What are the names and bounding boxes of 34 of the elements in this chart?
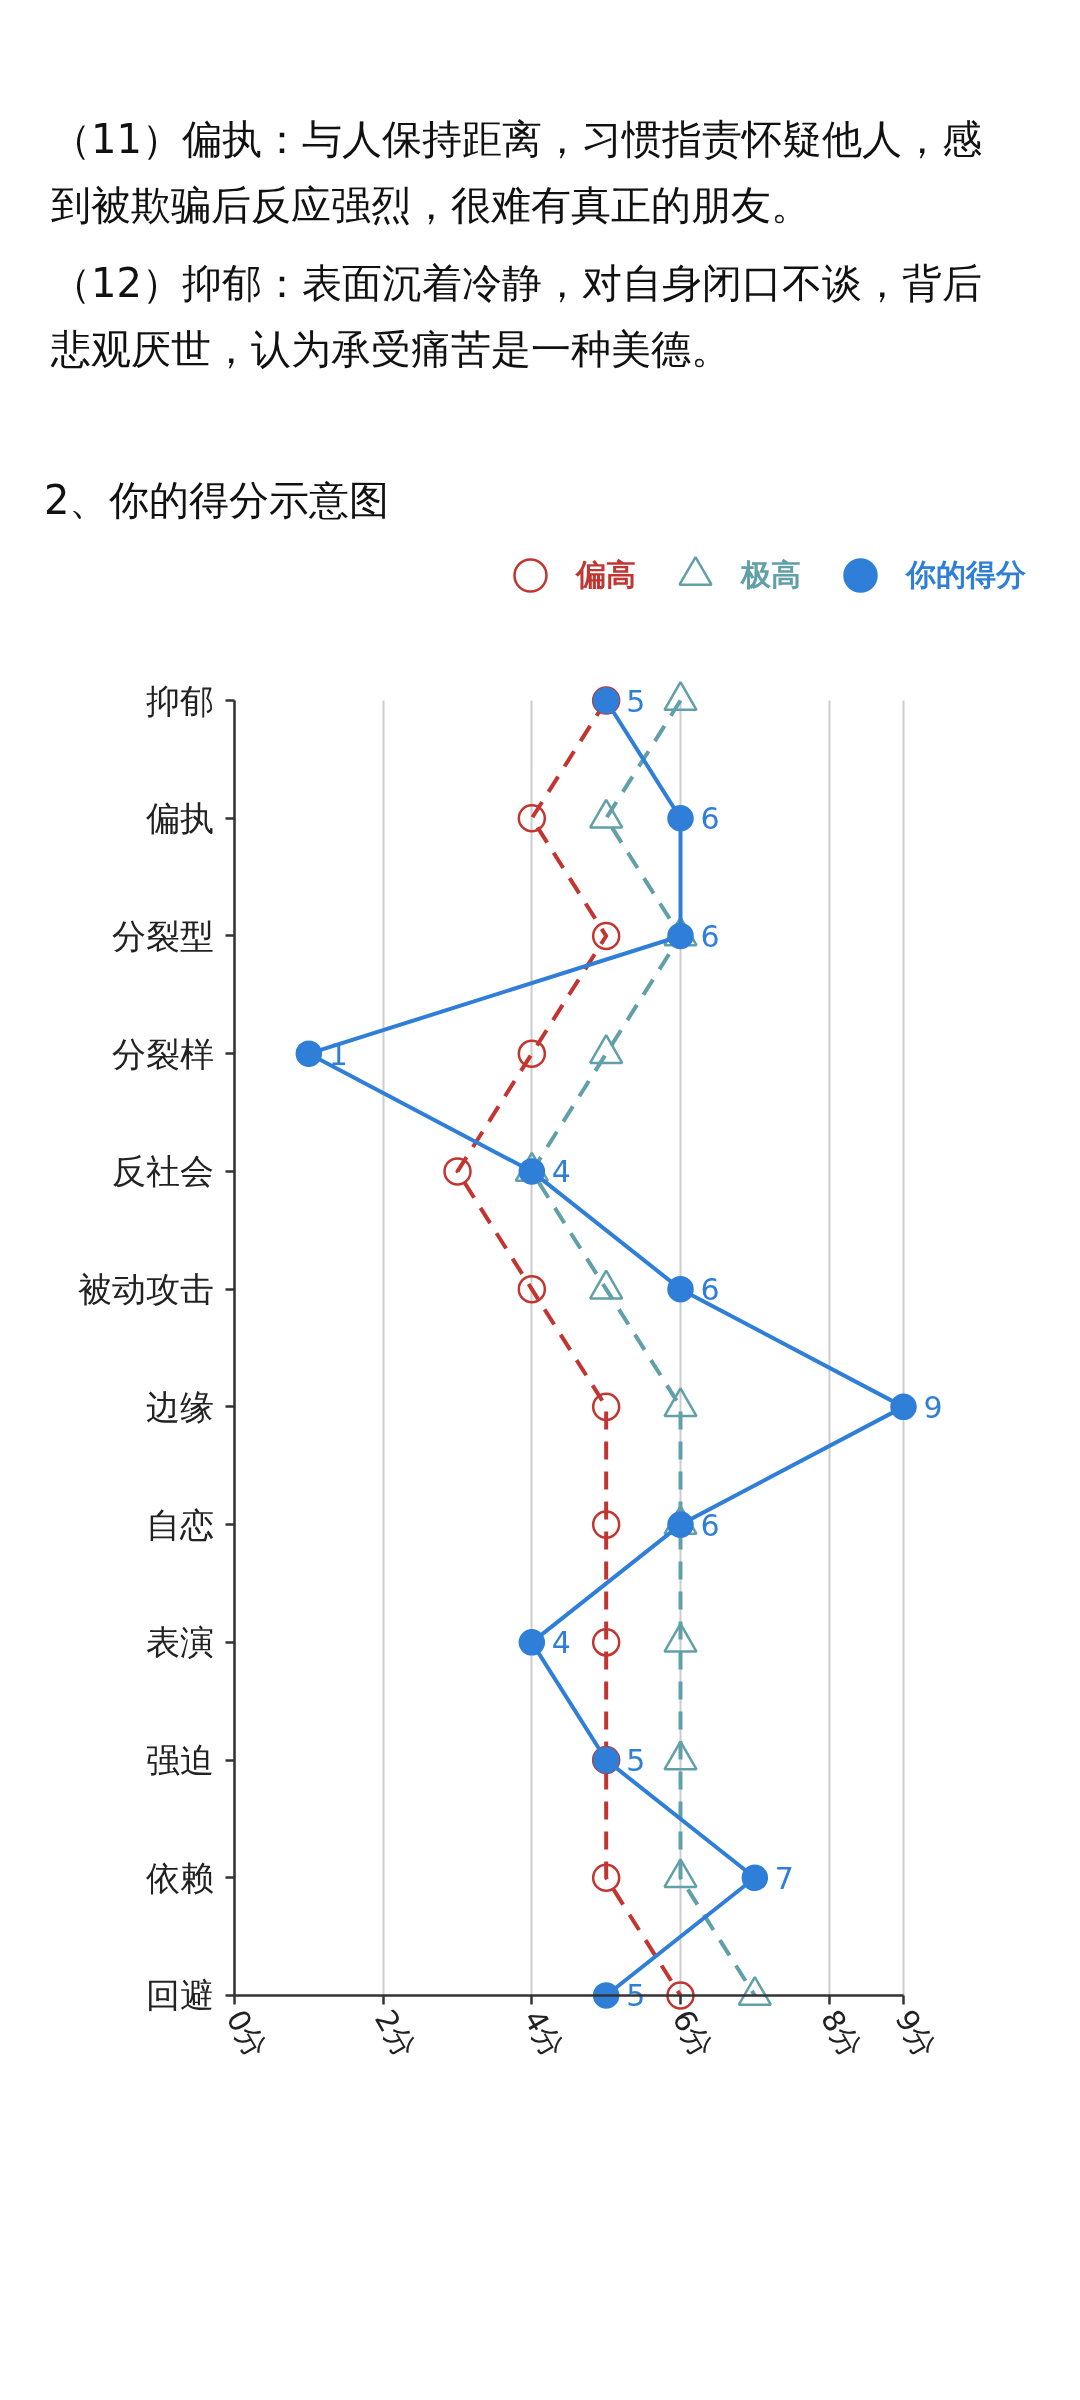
data-label: 7: [774, 1860, 794, 1896]
x-tick-label: 8分: [814, 2003, 869, 2064]
legend-label: 你的得分: [906, 555, 1026, 594]
x-tick-label: 0分: [219, 2003, 275, 2064]
x-tick-label: 4分: [516, 2003, 572, 2064]
chart-title: 2、你的得分示意图: [43, 476, 390, 525]
y-tick-label: 反社会: [111, 1151, 214, 1192]
x-tick-label: 2分: [368, 2003, 423, 2064]
x-tick-label: 6分: [665, 2003, 721, 2064]
y-tick-label: 被动攻击: [77, 1269, 214, 1310]
text: （12）抑郁：表面沉着冷静，对自身闭口不谈，背后悲观厌世，认为承受痛苦是一种美德。: [51, 259, 983, 374]
text: （11）偏执：与人保持距离，习惯指责怀疑他人，感到被欺骗后反应强烈，很难有真正的朋友。: [51, 115, 983, 230]
y-tick-label: 依赖: [145, 1857, 214, 1898]
y-tick-label: 回避: [145, 1975, 214, 2016]
y-tick-label: 边缘: [145, 1386, 214, 1427]
data-label: 6: [700, 918, 720, 954]
data-label: 5: [626, 683, 646, 719]
y-tick-label: 分裂样: [111, 1033, 214, 1074]
x-tick-label: 9分: [888, 2003, 944, 2064]
y-tick-label: 自恋: [145, 1504, 214, 1545]
legend-label: 极高: [741, 555, 801, 594]
y-tick-label: 抑郁: [145, 680, 214, 721]
y-tick-label: 强迫: [145, 1740, 214, 1781]
data-label: 6: [700, 1272, 720, 1308]
y-tick-label: 表演: [145, 1622, 214, 1663]
data-label: 6: [700, 1507, 720, 1543]
data-label: 4: [551, 1625, 571, 1661]
data-label: 9: [923, 1389, 943, 1425]
legend-label: 偏高: [576, 555, 636, 594]
data-label: 4: [551, 1154, 571, 1190]
data-label: 6: [700, 801, 720, 837]
data-label: 5: [626, 1743, 646, 1779]
y-tick-label: 偏执: [145, 798, 214, 839]
y-tick-label: 分裂型: [111, 915, 214, 956]
